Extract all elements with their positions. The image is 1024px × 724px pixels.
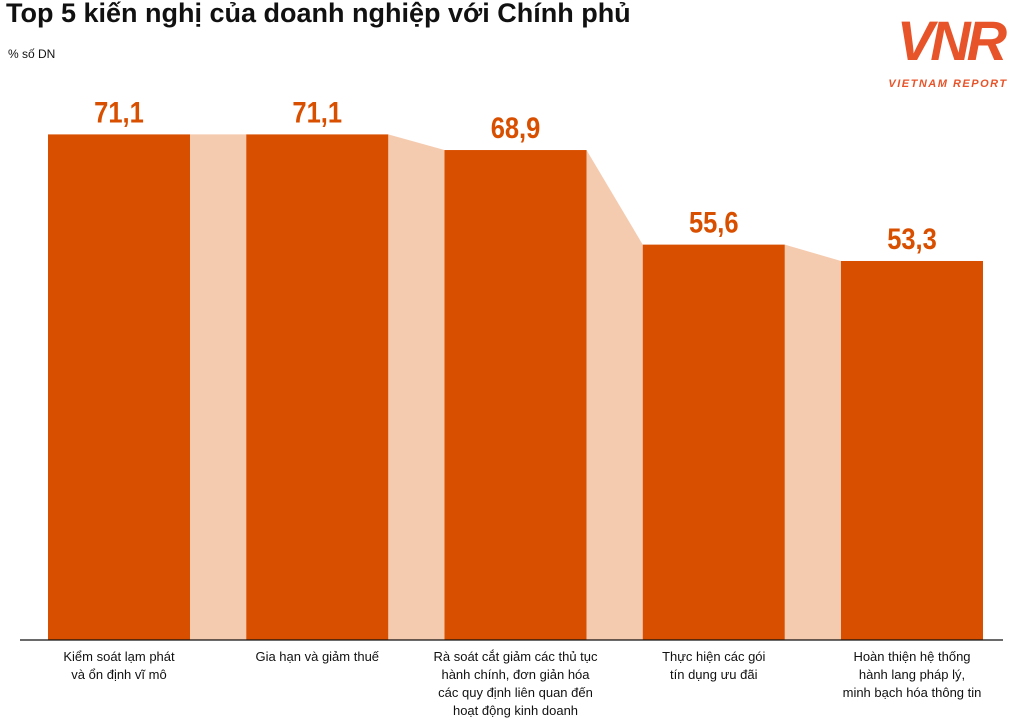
logo-text: VIETNAM REPORT xyxy=(888,78,1007,90)
bar xyxy=(642,244,785,640)
connector xyxy=(190,134,247,640)
value-label: 55,6 xyxy=(689,206,739,239)
chart-subtitle: % số DN xyxy=(8,47,55,61)
x-tick-label: Gia hạn và giảm thuế xyxy=(255,649,380,664)
bar xyxy=(841,260,983,640)
connector xyxy=(784,244,841,640)
value-label: 53,3 xyxy=(887,222,937,255)
connector xyxy=(586,150,643,641)
logo-mark: VNR xyxy=(897,9,1008,72)
x-tick-label: Rà soát cắt giảm các thủ tục hành chính,… xyxy=(433,649,598,718)
bar xyxy=(48,134,190,640)
bar xyxy=(444,150,587,641)
value-label: 68,9 xyxy=(491,111,541,144)
bar xyxy=(246,134,389,640)
chart-title: Top 5 kiến nghị của doanh nghiệp với Chí… xyxy=(6,0,631,28)
x-tick-label: Thực hiện các gói tín dụng ưu đãi xyxy=(662,649,766,682)
x-tick-label: Hoàn thiện hệ thống hành lang pháp lý, m… xyxy=(842,649,982,700)
connector xyxy=(388,134,445,640)
value-label: 71,1 xyxy=(94,95,144,128)
x-tick-label: Kiểm soát lạm phát và ổn định vĩ mô xyxy=(63,649,175,682)
value-label: 71,1 xyxy=(292,95,342,128)
